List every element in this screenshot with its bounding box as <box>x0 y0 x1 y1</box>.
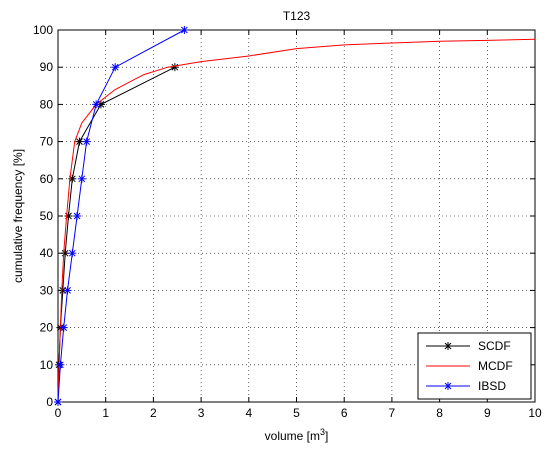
series-line-mcdf <box>57 38 536 403</box>
x-axis-title-end: ] <box>325 429 328 443</box>
series-mcdf <box>57 38 536 403</box>
x-axis-title: volume [m3] <box>265 427 329 443</box>
marker-stroke <box>54 398 62 406</box>
x-axis-title-superscript: 3 <box>320 427 325 437</box>
data-point-ibsd <box>56 360 65 369</box>
data-point-ibsd <box>180 26 189 34</box>
legend-entry-mcdf: MCDF <box>426 359 513 373</box>
marker-stroke <box>97 101 105 108</box>
marker-stroke <box>60 324 68 331</box>
data-point-scdf <box>58 286 67 295</box>
marker-stroke <box>68 249 76 257</box>
data-point-scdf <box>61 249 70 258</box>
data-point-ibsd <box>111 63 120 72</box>
legend: SCDF MCDF IBSD <box>417 332 532 400</box>
x-tick-label: 2 <box>150 406 157 420</box>
x-tick-label: 0 <box>55 406 62 420</box>
data-point-ibsd <box>59 323 68 332</box>
y-tick-label: 40 <box>40 246 54 260</box>
marker-stroke <box>111 63 119 71</box>
marker-stroke <box>76 138 83 145</box>
marker-stroke <box>64 287 71 294</box>
series-ibsd <box>54 26 189 406</box>
marker-stroke <box>68 175 76 183</box>
x-tick-label: 6 <box>341 406 348 420</box>
legend-entry-ibsd: IBSD <box>426 379 506 393</box>
legend-marker-scdf <box>444 342 452 350</box>
marker-stroke <box>92 101 100 108</box>
x-axis-title-main: volume [m <box>265 429 320 443</box>
marker-stroke <box>73 212 81 220</box>
legend-entry-scdf: SCDF <box>426 339 511 353</box>
marker-stroke <box>59 287 67 294</box>
x-tick-label: 4 <box>245 406 252 420</box>
marker-stroke <box>78 175 86 183</box>
legend-label-scdf: SCDF <box>478 339 511 353</box>
data-point-ibsd <box>82 137 91 146</box>
data-point-ibsd <box>54 398 62 406</box>
data-point-ibsd <box>77 174 86 183</box>
marker-stroke <box>83 138 90 145</box>
legend-marker-ibsd <box>444 382 452 390</box>
y-tick-label: 10 <box>40 358 54 372</box>
y-tick-label: 30 <box>40 283 54 297</box>
y-tick-label: 100 <box>33 23 53 37</box>
x-tick-label: 10 <box>528 406 542 420</box>
x-tick-label: 1 <box>102 406 109 420</box>
data-point-scdf <box>75 137 84 146</box>
y-tick-label: 70 <box>40 135 54 149</box>
x-tick-label: 3 <box>198 406 205 420</box>
marker-stroke <box>181 26 188 34</box>
data-point-scdf <box>64 212 73 220</box>
y-tick-label: 80 <box>40 97 54 111</box>
legend-label-mcdf: MCDF <box>478 359 513 373</box>
legend-label-ibsd: IBSD <box>478 379 506 393</box>
chart-title: T123 <box>283 9 311 23</box>
x-tick-label: 5 <box>293 406 300 420</box>
y-tick-label: 50 <box>40 209 54 223</box>
data-point-ibsd <box>63 286 72 295</box>
x-tick-label: 8 <box>436 406 443 420</box>
y-tick-label: 90 <box>40 60 54 74</box>
data-point-ibsd <box>92 100 101 109</box>
data-point-ibsd <box>68 249 77 258</box>
x-tick-label: 9 <box>484 406 491 420</box>
y-tick-label: 20 <box>40 321 54 335</box>
marker-stroke <box>444 382 452 390</box>
marker-stroke <box>57 361 64 369</box>
marker-stroke <box>444 342 452 350</box>
x-tick-label: 7 <box>389 406 396 420</box>
y-tick-label: 0 <box>46 395 53 409</box>
data-point-scdf <box>170 63 179 72</box>
y-tick-label: 60 <box>40 172 54 186</box>
data-point-ibsd <box>73 212 82 220</box>
y-axis-title: cumulative frequency [%] <box>11 149 25 283</box>
